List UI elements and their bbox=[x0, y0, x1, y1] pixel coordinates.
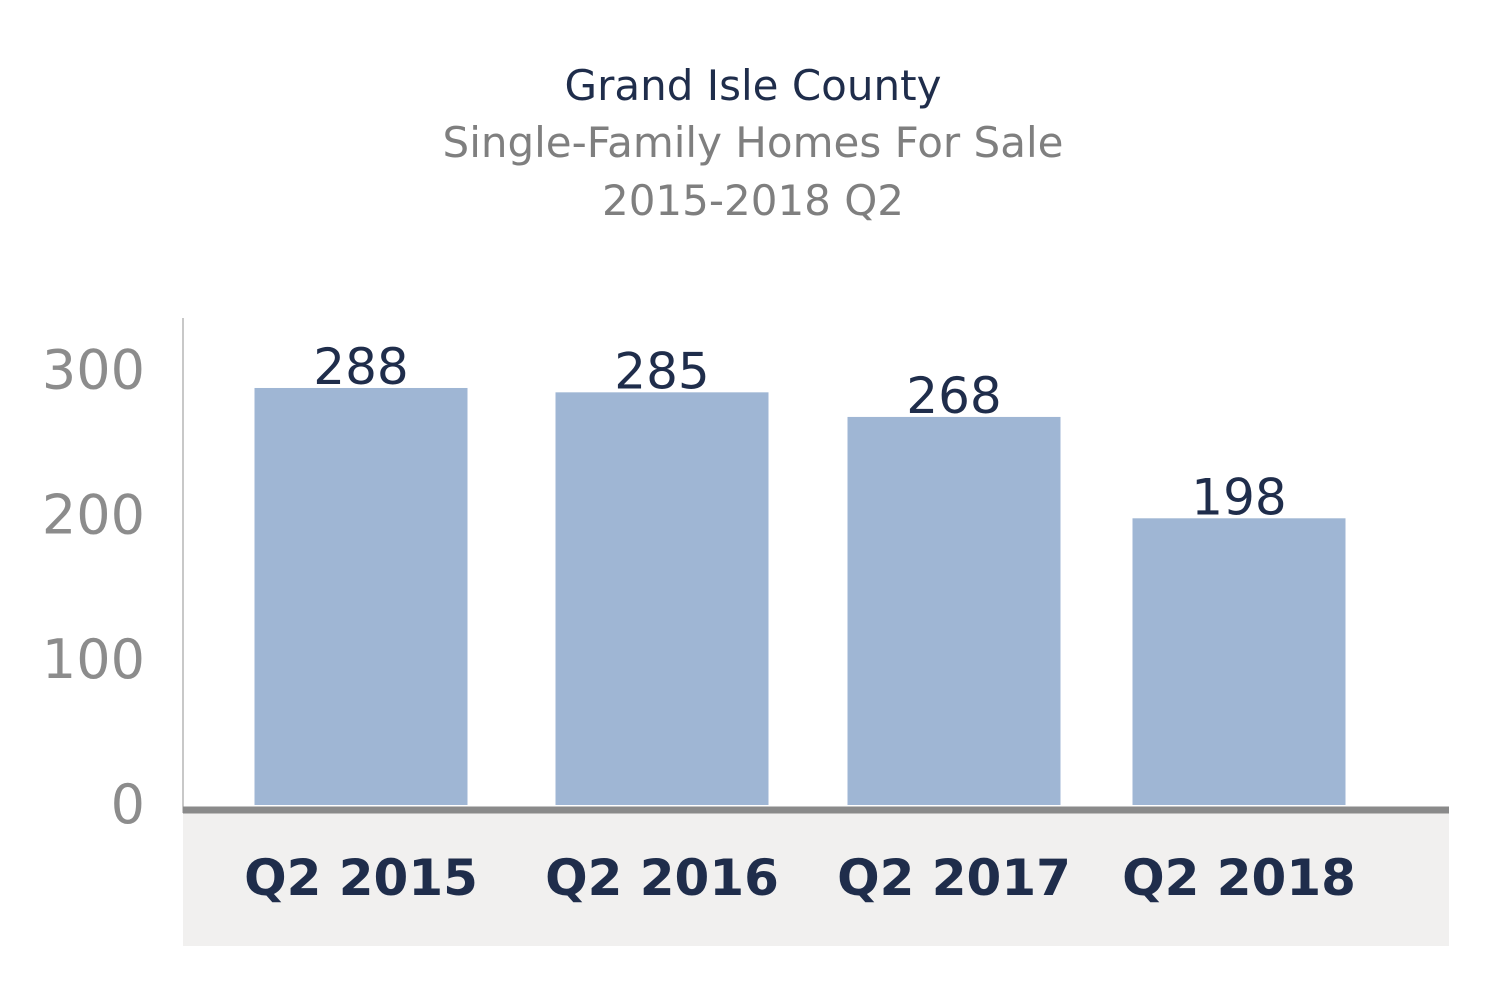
bar-q2-2017 bbox=[847, 416, 1061, 805]
x-tick-q2-2018: Q2 2018 bbox=[1122, 849, 1356, 907]
data-labels-group: 288 285 268 198 bbox=[313, 338, 1286, 526]
bar-q2-2018 bbox=[1132, 518, 1346, 805]
bar-q2-2015 bbox=[254, 387, 468, 805]
y-tick-100: 100 bbox=[42, 628, 145, 691]
data-label-q2-2016: 285 bbox=[614, 342, 709, 400]
data-label-q2-2018: 198 bbox=[1191, 468, 1286, 526]
data-label-q2-2015: 288 bbox=[313, 338, 408, 396]
y-tick-0: 0 bbox=[111, 773, 145, 836]
y-tick-200: 200 bbox=[42, 483, 145, 546]
chart-title-block: Grand Isle County Single-Family Homes Fo… bbox=[0, 58, 1506, 230]
category-band bbox=[183, 813, 1449, 946]
x-tick-q2-2015: Q2 2015 bbox=[244, 849, 478, 907]
bar-q2-2016 bbox=[555, 392, 769, 805]
x-ticks-group: Q2 2015 Q2 2016 Q2 2017 Q2 2018 bbox=[244, 849, 1356, 907]
data-label-q2-2017: 268 bbox=[906, 367, 1001, 425]
y-ticks-group: 0 100 200 300 bbox=[42, 339, 145, 836]
chart-title: Grand Isle County bbox=[564, 61, 942, 110]
chart-subtitle-line-1: Single-Family Homes For Sale bbox=[442, 118, 1064, 167]
bars-group bbox=[254, 387, 1346, 805]
x-tick-q2-2017: Q2 2017 bbox=[837, 849, 1071, 907]
chart-subtitle-line-2: 2015-2018 Q2 bbox=[601, 176, 905, 225]
y-tick-300: 300 bbox=[42, 339, 145, 402]
x-tick-q2-2016: Q2 2016 bbox=[545, 849, 779, 907]
